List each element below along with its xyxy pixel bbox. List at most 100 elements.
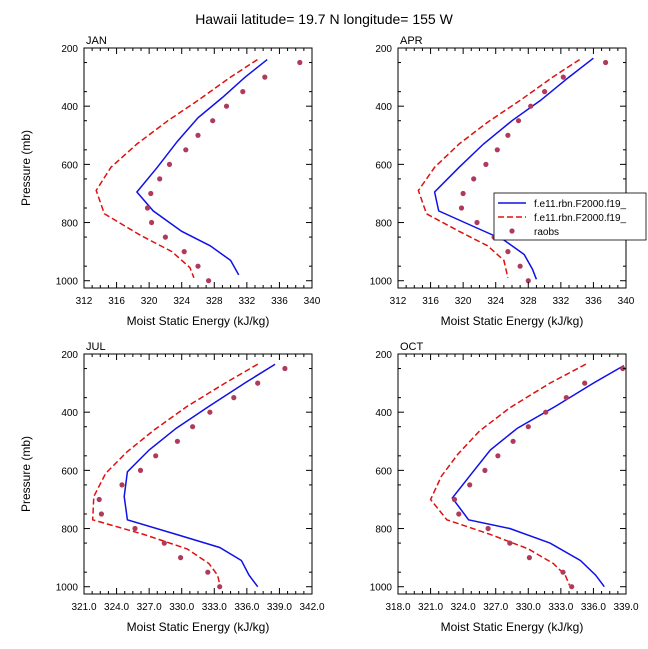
x-tick-label-jul: 330.0 (169, 602, 194, 613)
raobs-point-apr-0 (603, 59, 609, 66)
legend-entry: f.e11.rbn.F2000.f19_ (498, 213, 627, 224)
raobs-point-jan-11 (149, 219, 155, 226)
x-tick-label-jan: 328 (206, 296, 223, 307)
raobs-point-oct-7 (482, 467, 488, 473)
x-tick-label-apr: 324 (487, 296, 504, 307)
legend-entry: f.e11.rbn.F2000.f19_ (498, 199, 627, 210)
raobs-point-oct-13 (526, 555, 533, 561)
x-tick-label-jan: 340 (304, 296, 321, 307)
raobs-point-oct-3 (543, 409, 549, 415)
raobs-point-jul-0 (282, 365, 288, 372)
raobs-point-jul-12 (161, 540, 167, 546)
raobs-point-oct-5 (510, 438, 516, 444)
dashed-line-jul (91, 363, 259, 584)
plot-frame-oct (397, 353, 627, 595)
x-tick-label-jul: 342.0 (299, 602, 324, 613)
raobs-point-jul-14 (205, 569, 211, 575)
raobs-point-jan-9 (148, 190, 154, 197)
raobs-point-jan-4 (210, 118, 216, 124)
y-tick-label-oct: 600 (375, 466, 392, 477)
solid-line-apr (433, 57, 594, 280)
raobs-point-apr-3 (528, 103, 534, 109)
y-tick-label-jul: 600 (61, 466, 78, 477)
dashed-line-jan (95, 58, 258, 279)
x-axis-label-oct: Moist Static Energy (kJ/kg) (441, 620, 584, 634)
x-tick-label-oct: 321.0 (418, 602, 443, 613)
x-tick-label-jul: 321.0 (71, 602, 96, 613)
raobs-point-apr-6 (494, 147, 500, 153)
solid-line-jan (135, 59, 268, 276)
x-tick-label-apr: 340 (618, 296, 635, 307)
y-tick-label-oct: 800 (375, 525, 392, 536)
y-tick-label-jan: 800 (61, 219, 78, 230)
raobs-point-apr-7 (483, 161, 489, 167)
x-tick-label-jan: 312 (76, 296, 93, 307)
raobs-point-apr-2 (542, 89, 548, 95)
x-tick-label-jan: 324 (173, 296, 190, 307)
dashed-line-apr (417, 58, 581, 278)
raobs-point-jul-15 (217, 584, 223, 590)
raobs-point-apr-14 (517, 263, 523, 269)
y-tick-label-jul: 200 (61, 350, 78, 361)
raobs-point-oct-6 (495, 453, 501, 459)
legend-label: raobs (534, 227, 559, 238)
y-tick-label-apr: 1000 (370, 277, 393, 288)
raobs-point-jul-2 (231, 395, 237, 401)
plot-frame-jul (83, 353, 313, 595)
raobs-point-jul-1 (255, 380, 261, 386)
figure-title: Hawaii latitude= 19.7 N longitude= 155 W (195, 11, 453, 27)
y-tick-label-oct: 200 (375, 350, 392, 361)
x-tick-label-oct: 339.0 (613, 602, 638, 613)
raobs-point-oct-11 (485, 525, 491, 532)
raobs-point-apr-8 (471, 176, 477, 182)
raobs-point-oct-4 (525, 424, 531, 430)
x-tick-label-jan: 320 (141, 296, 158, 307)
raobs-point-jul-4 (190, 424, 196, 430)
panel-jan: 312 316 320 324 328 332 336 340 200 400 600 800 1000… (19, 35, 321, 328)
raobs-point-oct-10 (456, 511, 462, 517)
raobs-point-jan-6 (183, 147, 189, 153)
raobs-point-jul-9 (96, 496, 102, 503)
x-tick-label-jul: 333.0 (202, 602, 227, 613)
raobs-point-apr-10 (458, 205, 465, 211)
raobs-point-jan-10 (144, 205, 151, 211)
raobs-point-jul-3 (207, 409, 213, 415)
raobs-point-apr-1 (560, 74, 566, 80)
legend-swatch (509, 228, 515, 234)
raobs-point-oct-2 (563, 395, 569, 401)
plot-frame-apr (397, 47, 627, 289)
raobs-point-jan-5 (195, 132, 201, 138)
raobs-point-jan-1 (262, 74, 268, 80)
raobs-point-apr-9 (460, 190, 466, 197)
solid-line-jul (123, 363, 276, 588)
raobs-point-apr-13 (505, 249, 511, 255)
raobs-point-oct-9 (451, 496, 458, 503)
x-tick-label-jul: 339.0 (267, 602, 292, 613)
raobs-point-apr-11 (474, 219, 480, 226)
raobs-point-jul-13 (178, 555, 184, 561)
x-tick-label-apr: 332 (553, 296, 570, 307)
y-tick-label-apr: 600 (375, 160, 392, 171)
panel-jul: 321.0 324.0 327.0 330.0 333.0 336.0 339.0 342.0… (19, 341, 325, 634)
raobs-point-jan-7 (166, 161, 173, 167)
x-axis-label-jan: Moist Static Energy (kJ/kg) (127, 314, 270, 328)
x-tick-label-oct: 336.0 (581, 602, 606, 613)
x-tick-label-oct: 330.0 (516, 602, 541, 613)
y-axis-label-jan: Pressure (mb) (19, 130, 33, 206)
x-tick-label-apr: 316 (422, 296, 439, 307)
x-tick-label-jan: 316 (108, 296, 125, 307)
y-tick-label-jul: 800 (61, 525, 78, 536)
panel-oct: 318.0 321.0 324.0 327.0 330.0 333.0 336.0 339.0… (370, 341, 639, 634)
legend-entry: raobs (509, 227, 559, 238)
raobs-point-jan-0 (297, 59, 303, 66)
raobs-point-jul-5 (174, 438, 180, 444)
x-tick-label-jul: 327.0 (137, 602, 162, 613)
raobs-point-apr-15 (525, 278, 531, 284)
x-tick-label-oct: 327.0 (483, 602, 508, 613)
x-tick-label-jul: 336.0 (234, 602, 259, 613)
x-tick-label-apr: 336 (585, 296, 602, 307)
x-tick-label-apr: 328 (520, 296, 537, 307)
solid-line-oct (451, 364, 625, 588)
y-tick-label-jan: 400 (61, 102, 78, 113)
y-axis-label-jul: Pressure (mb) (19, 436, 33, 512)
